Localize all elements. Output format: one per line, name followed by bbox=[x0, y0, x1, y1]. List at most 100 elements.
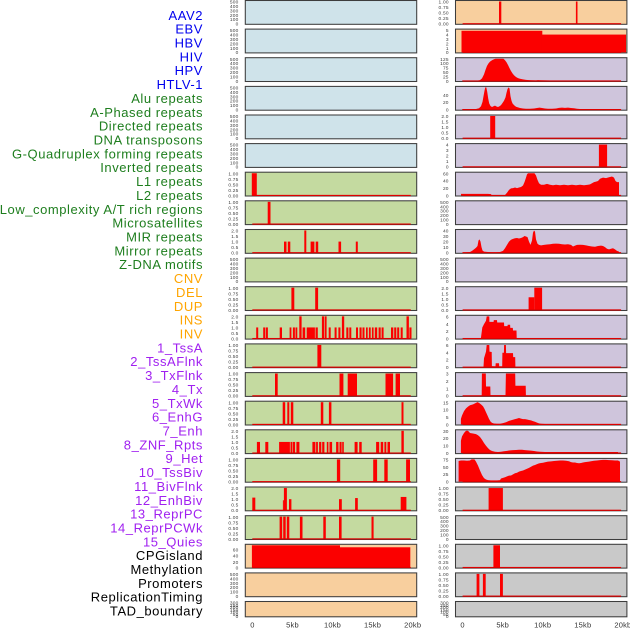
svg-text:100: 100 bbox=[230, 74, 239, 80]
svg-text:0: 0 bbox=[446, 279, 449, 285]
svg-text:300: 300 bbox=[230, 581, 239, 587]
svg-text:6: 6 bbox=[446, 314, 449, 320]
svg-text:HIV: HIV bbox=[180, 49, 203, 64]
svg-text:1.5: 1.5 bbox=[231, 320, 238, 326]
svg-text:200: 200 bbox=[440, 605, 449, 611]
svg-text:500: 500 bbox=[230, 85, 239, 91]
svg-text:0.00: 0.00 bbox=[228, 480, 238, 486]
svg-text:0.75: 0.75 bbox=[228, 205, 238, 211]
svg-text:4: 4 bbox=[446, 143, 449, 149]
svg-text:0: 0 bbox=[446, 365, 449, 371]
svg-text:50: 50 bbox=[443, 465, 449, 471]
svg-text:10kb: 10kb bbox=[534, 621, 551, 630]
svg-text:Low_complexity A/T rich region: Low_complexity A/T rich regions bbox=[0, 202, 203, 217]
svg-text:300: 300 bbox=[440, 266, 449, 272]
svg-text:0: 0 bbox=[236, 79, 239, 85]
svg-text:INS: INS bbox=[180, 313, 203, 328]
svg-text:3_TxFlnk: 3_TxFlnk bbox=[145, 368, 203, 383]
svg-text:400: 400 bbox=[230, 262, 239, 268]
svg-text:300: 300 bbox=[230, 8, 239, 14]
svg-text:0: 0 bbox=[446, 165, 449, 171]
svg-text:0.00: 0.00 bbox=[228, 394, 238, 400]
svg-text:200: 200 bbox=[230, 270, 239, 276]
svg-text:0.50: 0.50 bbox=[439, 554, 449, 560]
svg-text:100: 100 bbox=[230, 132, 239, 138]
svg-text:250: 250 bbox=[230, 603, 239, 609]
svg-text:0.00: 0.00 bbox=[228, 222, 238, 228]
svg-text:15kb: 15kb bbox=[574, 621, 591, 630]
svg-text:75: 75 bbox=[443, 458, 449, 464]
svg-text:300: 300 bbox=[230, 66, 239, 72]
svg-text:0.75: 0.75 bbox=[228, 377, 238, 383]
svg-text:0: 0 bbox=[446, 614, 449, 620]
svg-text:1_TssA: 1_TssA bbox=[157, 340, 203, 355]
svg-text:400: 400 bbox=[230, 33, 239, 39]
svg-text:0: 0 bbox=[446, 107, 449, 113]
svg-text:0.00: 0.00 bbox=[228, 537, 238, 543]
svg-text:0: 0 bbox=[446, 193, 449, 199]
svg-text:8_ZNF_Rpts: 8_ZNF_Rpts bbox=[124, 437, 203, 452]
svg-text:0.75: 0.75 bbox=[228, 463, 238, 469]
svg-text:250: 250 bbox=[440, 603, 449, 609]
svg-text:40: 40 bbox=[443, 179, 449, 185]
svg-text:500: 500 bbox=[230, 0, 239, 6]
svg-text:0: 0 bbox=[236, 136, 239, 142]
svg-text:MIR repeats: MIR repeats bbox=[126, 230, 203, 245]
svg-text:400: 400 bbox=[230, 147, 239, 153]
svg-text:CNV: CNV bbox=[174, 271, 203, 286]
svg-text:300: 300 bbox=[230, 601, 239, 607]
svg-text:3: 3 bbox=[446, 372, 449, 378]
svg-text:20: 20 bbox=[443, 240, 449, 246]
svg-text:200: 200 bbox=[230, 585, 239, 591]
svg-text:0.00: 0.00 bbox=[228, 422, 238, 428]
svg-text:1.0: 1.0 bbox=[441, 297, 448, 303]
svg-text:500: 500 bbox=[230, 572, 239, 578]
svg-text:1.00: 1.00 bbox=[228, 200, 238, 206]
svg-text:0: 0 bbox=[460, 621, 464, 630]
svg-text:400: 400 bbox=[440, 204, 449, 210]
svg-text:1.00: 1.00 bbox=[228, 458, 238, 464]
svg-text:0.25: 0.25 bbox=[228, 417, 238, 423]
svg-text:0.25: 0.25 bbox=[439, 16, 449, 22]
svg-text:0: 0 bbox=[446, 480, 449, 486]
svg-text:2.0: 2.0 bbox=[441, 286, 448, 292]
svg-text:DNA transposons: DNA transposons bbox=[94, 133, 203, 148]
svg-text:1.0: 1.0 bbox=[441, 125, 448, 131]
svg-text:15_Quies: 15_Quies bbox=[143, 534, 203, 549]
svg-text:10: 10 bbox=[443, 245, 449, 251]
svg-text:1.0: 1.0 bbox=[231, 497, 238, 503]
svg-text:200: 200 bbox=[230, 156, 239, 162]
svg-text:Microsatellites: Microsatellites bbox=[112, 216, 203, 231]
svg-text:4_Tx: 4_Tx bbox=[172, 382, 203, 397]
svg-text:10_TssBiv: 10_TssBiv bbox=[139, 465, 203, 480]
svg-text:1.00: 1.00 bbox=[228, 286, 238, 292]
svg-text:125: 125 bbox=[440, 57, 449, 63]
svg-text:15: 15 bbox=[443, 400, 449, 406]
svg-text:1.00: 1.00 bbox=[439, 486, 449, 492]
svg-text:1.0: 1.0 bbox=[231, 440, 238, 446]
svg-text:10: 10 bbox=[443, 408, 449, 414]
svg-text:0.5: 0.5 bbox=[231, 503, 238, 509]
svg-text:0: 0 bbox=[446, 451, 449, 457]
svg-text:Z-DNA motifs: Z-DNA motifs bbox=[119, 257, 203, 272]
svg-text:0.0: 0.0 bbox=[231, 336, 238, 342]
svg-text:150: 150 bbox=[440, 607, 449, 613]
svg-text:0: 0 bbox=[236, 107, 239, 113]
svg-text:5kb: 5kb bbox=[286, 621, 299, 630]
svg-text:0: 0 bbox=[446, 336, 449, 342]
svg-text:0.50: 0.50 bbox=[228, 354, 238, 360]
svg-text:2: 2 bbox=[446, 329, 449, 335]
svg-text:500: 500 bbox=[230, 57, 239, 63]
svg-text:0: 0 bbox=[236, 279, 239, 285]
svg-text:0.00: 0.00 bbox=[439, 22, 449, 28]
svg-text:HTLV-1: HTLV-1 bbox=[157, 77, 203, 92]
svg-text:300: 300 bbox=[230, 152, 239, 158]
svg-text:200: 200 bbox=[230, 127, 239, 133]
svg-text:1.5: 1.5 bbox=[231, 434, 238, 440]
svg-text:150: 150 bbox=[230, 607, 239, 613]
svg-text:DUP: DUP bbox=[174, 299, 203, 314]
svg-text:100: 100 bbox=[440, 275, 449, 281]
svg-text:0: 0 bbox=[236, 50, 239, 56]
svg-text:0.5: 0.5 bbox=[441, 302, 448, 308]
svg-text:500: 500 bbox=[230, 143, 239, 149]
